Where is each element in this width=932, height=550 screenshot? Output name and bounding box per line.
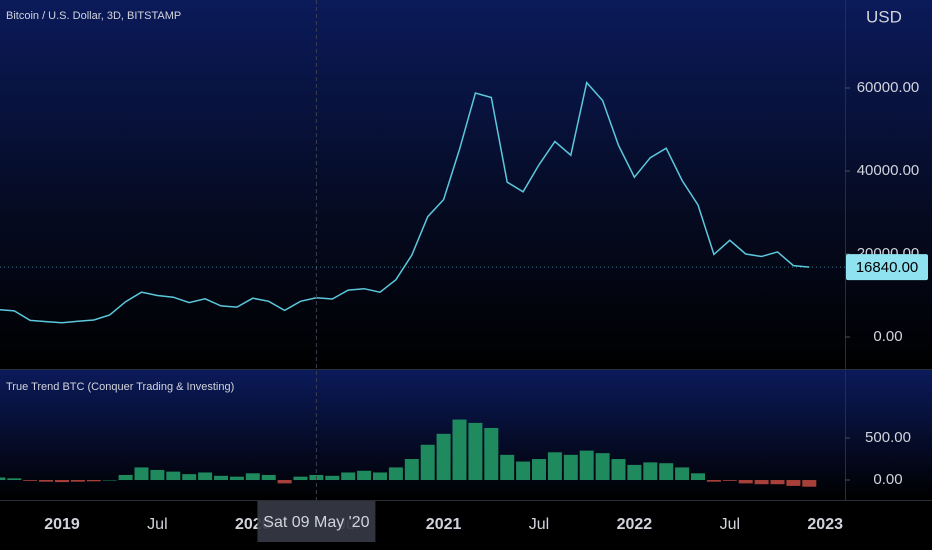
x-tick-label: Jul <box>147 516 167 533</box>
histogram-bar <box>261 474 276 481</box>
histogram-bar <box>659 463 674 481</box>
x-tick-label: Jul <box>529 516 549 533</box>
histogram-bar <box>468 422 483 481</box>
histogram-bar <box>118 474 133 481</box>
crosshair-label-box <box>257 501 376 542</box>
layer <box>0 0 817 500</box>
histogram-bar <box>627 464 642 481</box>
histogram-bar <box>532 459 546 481</box>
histogram-bar <box>357 470 372 481</box>
histogram-bar <box>500 454 515 481</box>
y-tick-label: 500.00 <box>865 429 911 446</box>
histogram-bar <box>23 480 38 481</box>
histogram-bar <box>388 467 403 481</box>
histogram-bar <box>86 480 101 482</box>
histogram-bar <box>754 480 769 485</box>
last-price-label: 16840.00 <box>856 259 919 276</box>
histogram-bar <box>325 475 340 481</box>
x-tick-label: 2019 <box>44 516 80 533</box>
histogram-bar <box>341 472 356 481</box>
histogram-bar <box>373 472 387 481</box>
histogram-bar <box>0 477 6 481</box>
axis-unit: USD <box>866 7 902 26</box>
histogram-bar <box>198 472 213 481</box>
x-tick-label: Jul <box>720 516 740 533</box>
histogram-bar <box>706 480 721 482</box>
histogram-bar <box>738 480 753 484</box>
histogram-bar <box>452 419 467 481</box>
histogram-bar <box>547 452 562 481</box>
histogram-bar <box>579 450 594 481</box>
histogram-bar <box>436 433 451 481</box>
y-tick-label: 40000.00 <box>857 162 920 179</box>
histogram-bar <box>55 480 69 483</box>
x-tick-label: 2023 <box>807 516 843 533</box>
histogram-bar <box>770 480 785 485</box>
crosshair-label: Sat 09 May '20 <box>263 514 369 531</box>
histogram-bar <box>134 467 149 481</box>
histogram-bar <box>404 459 419 481</box>
histogram-bar <box>802 480 817 487</box>
indicator-title: True Trend BTC (Conquer Trading & Invest… <box>6 381 234 393</box>
histogram-bar <box>675 467 690 481</box>
time-axis <box>0 500 932 550</box>
histogram-bar <box>277 480 292 484</box>
histogram-bar <box>611 459 626 481</box>
histogram-bar <box>70 480 85 482</box>
x-tick-label: 2021 <box>426 516 462 533</box>
histogram-bar <box>420 444 435 481</box>
histogram-bar <box>722 480 737 481</box>
histogram-bar <box>166 471 181 481</box>
histogram-bar <box>39 480 54 482</box>
y-tick-label: 60000.00 <box>857 79 920 96</box>
histogram-bar <box>516 461 531 481</box>
chart-title: Bitcoin / U.S. Dollar, 3D, BITSTAMP <box>6 10 181 22</box>
histogram-bar <box>214 475 228 481</box>
histogram-bar <box>595 453 610 481</box>
histogram-bar <box>293 476 308 481</box>
last-price-box <box>846 254 928 281</box>
histogram-bar <box>563 454 578 481</box>
histogram-bar <box>786 480 801 486</box>
histogram-bar <box>691 473 705 481</box>
y-tick-label: 0.00 <box>873 328 902 345</box>
x-tick-label: 2022 <box>617 516 653 533</box>
histogram-bar <box>245 473 260 481</box>
histogram-bar <box>484 427 499 481</box>
histogram-bar <box>643 462 658 481</box>
price-line <box>0 81 810 324</box>
y-tick-label: 0.00 <box>873 471 902 488</box>
histogram-bar <box>102 480 117 481</box>
histogram-bar <box>182 474 197 481</box>
price-pane <box>0 0 932 369</box>
histogram-bar <box>7 478 22 481</box>
histogram-bar <box>229 476 244 481</box>
histogram-bar <box>150 469 165 481</box>
